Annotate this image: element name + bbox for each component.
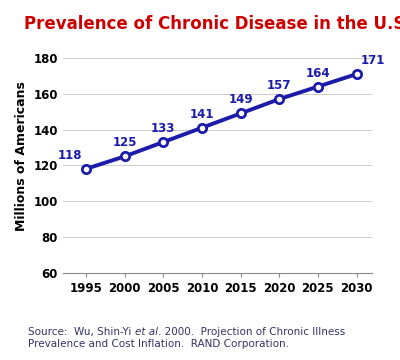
Text: 171: 171 [361,54,385,67]
Text: Prevalence and Cost Inflation.  RAND Corporation.: Prevalence and Cost Inflation. RAND Corp… [28,339,289,349]
Text: 157: 157 [267,79,292,92]
Text: 118: 118 [58,149,82,162]
Title: Prevalence of Chronic Disease in the U.S.: Prevalence of Chronic Disease in the U.S… [24,15,400,33]
Text: 125: 125 [112,136,137,149]
Text: Source:  Wu, Shin-Yi: Source: Wu, Shin-Yi [28,327,135,337]
Text: 133: 133 [151,122,176,135]
Text: 164: 164 [306,67,330,80]
Text: 141: 141 [190,108,214,121]
Text: . 2000.  Projection of Chronic Illness: . 2000. Projection of Chronic Illness [158,327,345,337]
Text: 149: 149 [228,94,253,107]
Y-axis label: Millions of Americans: Millions of Americans [15,81,28,231]
Text: et al: et al [135,327,158,337]
